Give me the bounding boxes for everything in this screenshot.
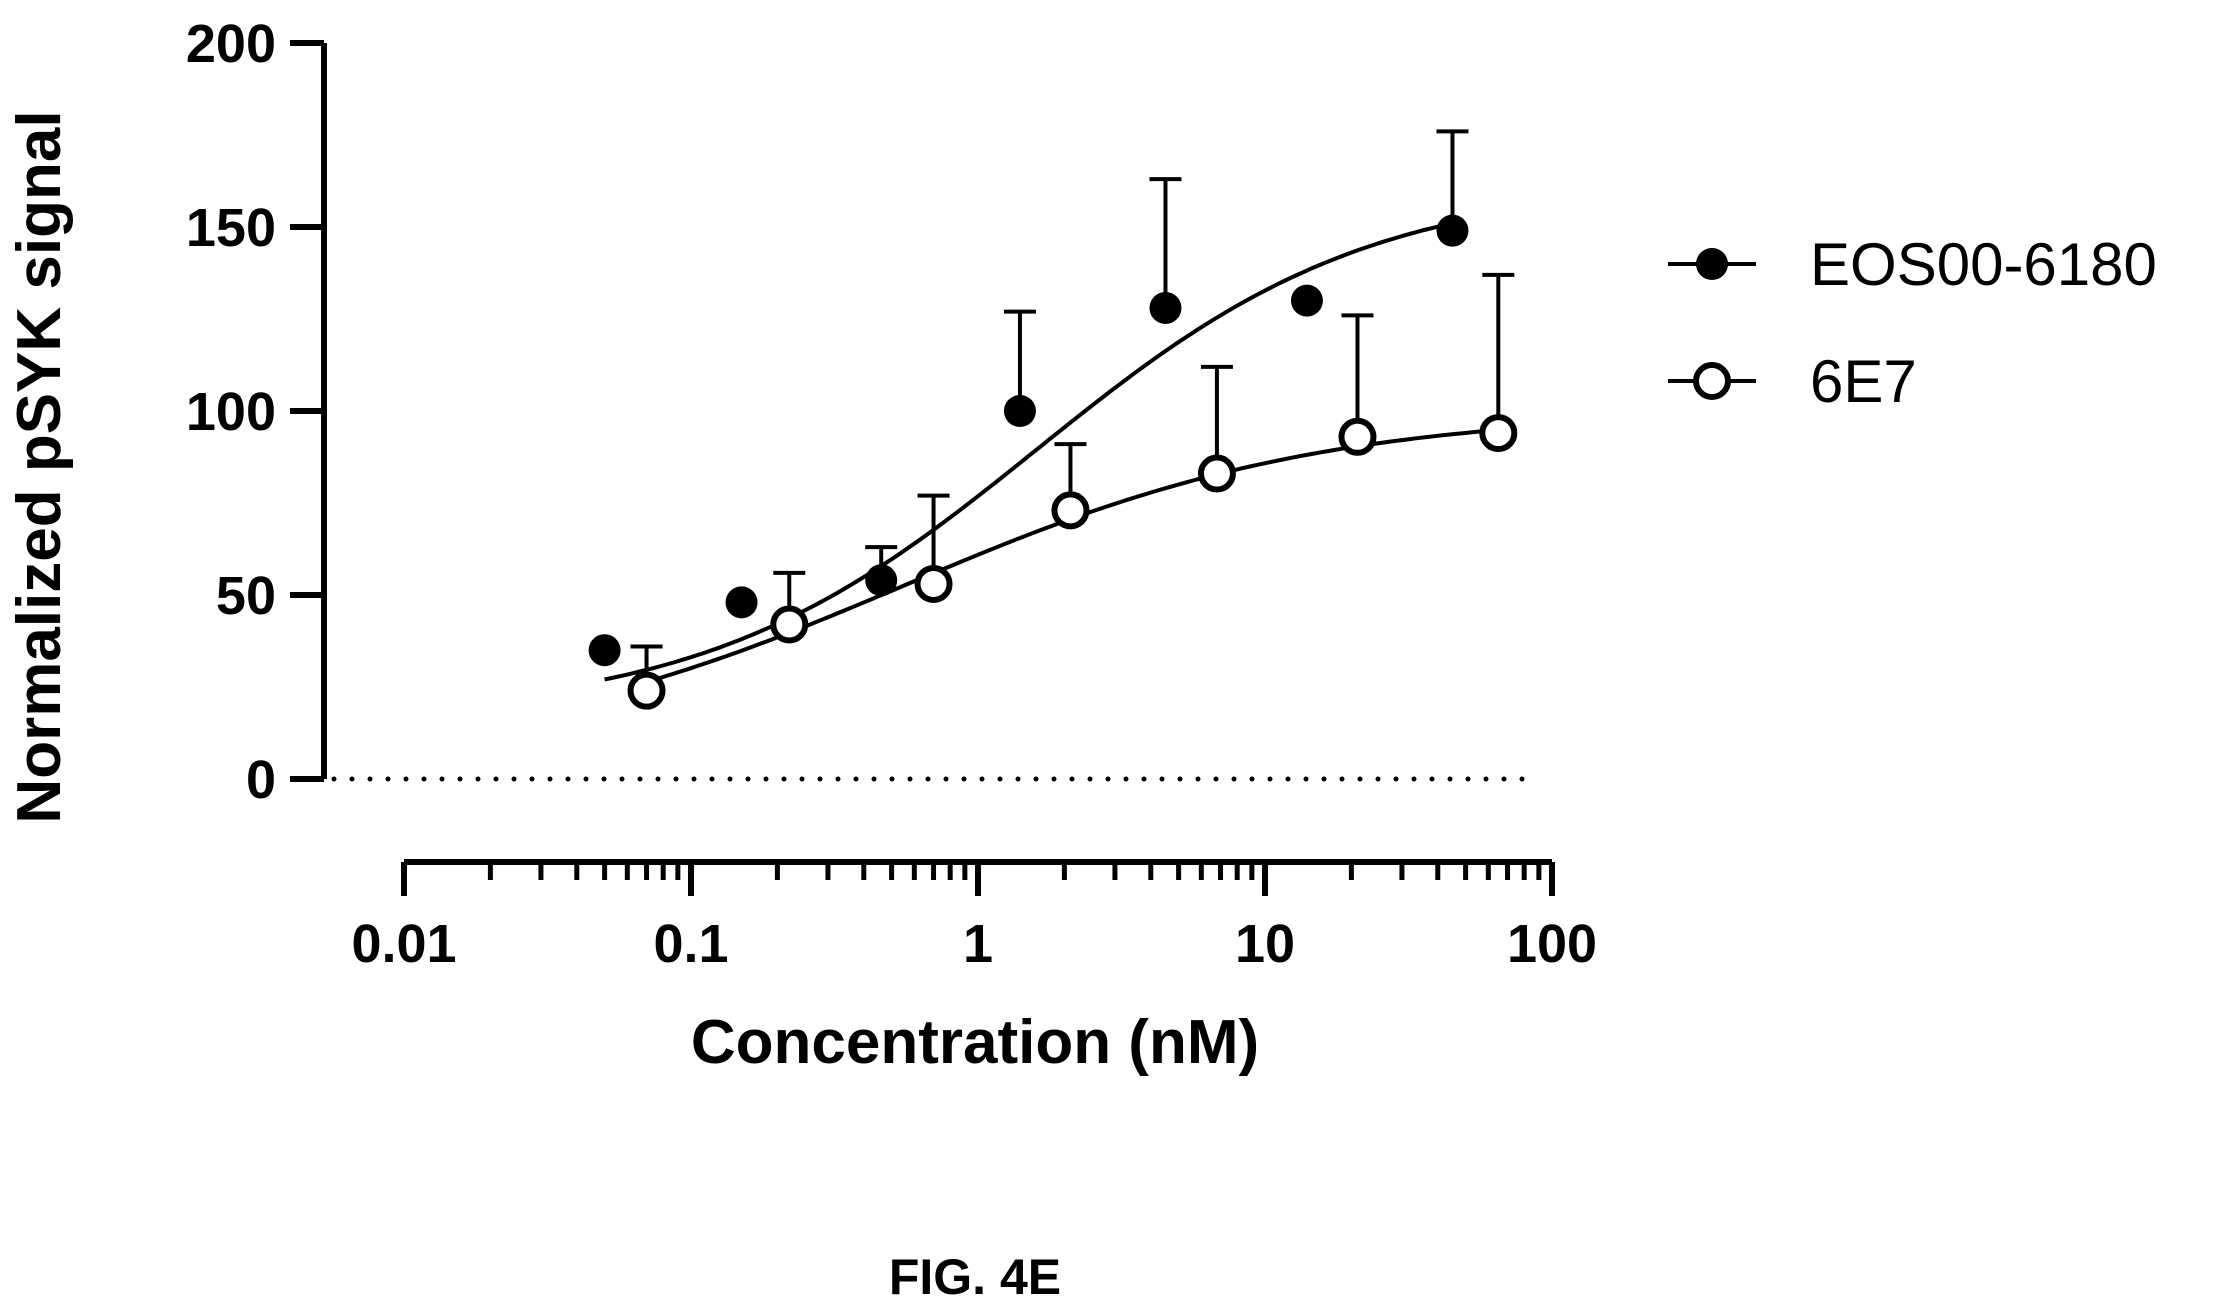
legend-filled-circle-marker [1696,248,1728,280]
legend-open-circle-marker [1693,362,1731,400]
data-point-1 [1003,395,1036,427]
data-point-1 [1436,214,1469,247]
legend-label: 6E7 [1810,348,1917,415]
y-tick-label: 150 [186,198,276,258]
data-point-1 [725,586,758,619]
data-point-2 [770,605,809,644]
x-tick-label: 0.1 [653,914,728,974]
x-axis: 0.01 0.1 1 10 100 [351,859,1597,974]
y-tick-label: 0 [246,750,276,810]
data-point-2 [1197,454,1236,493]
error-bars [630,129,1515,691]
y-axis-title: Normalized pSYK signal [5,110,74,823]
y-tick-label: 50 [216,566,276,626]
fit-curve-1 [604,221,1453,682]
data-point-2 [1051,491,1090,530]
x-tick-label: 1 [963,914,993,974]
x-tick-label: 10 [1235,914,1295,974]
data-point-1 [865,564,898,597]
data-point-1 [1290,284,1323,317]
data-point-2 [627,671,666,710]
legend: EOS00-6180 6E7 [1668,231,2157,415]
data-points [588,214,1518,710]
data-point-1 [588,634,621,667]
x-tick-label: 100 [1507,914,1597,974]
data-point-2 [914,564,953,603]
data-point-2 [1338,417,1377,456]
y-axis: 0 50 100 150 200 [186,14,327,810]
data-point-1 [1149,291,1182,324]
figure-caption: FIG. 4E [888,1249,1062,1305]
data-point-2 [1479,414,1518,453]
legend-label: EOS00-6180 [1810,231,2157,298]
x-axis-title: Concentration (nM) [691,1008,1259,1077]
y-tick-label: 200 [186,14,276,74]
x-tick-label: 0.01 [351,914,456,974]
y-tick-label: 100 [186,382,276,442]
